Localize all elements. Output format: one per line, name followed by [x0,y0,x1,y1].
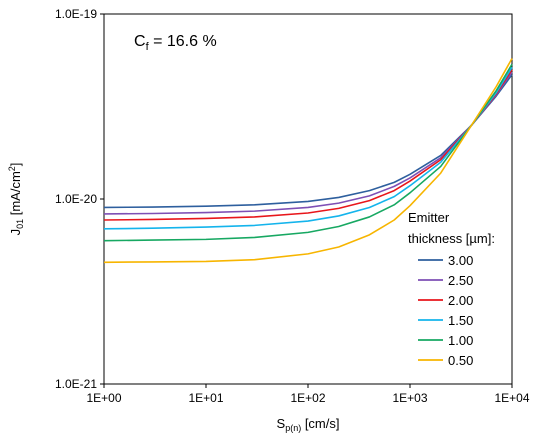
y-axis-title-sub: 01 [15,219,25,229]
x-tick-label: 1E+04 [494,391,529,405]
legend-label: 2.00 [448,293,473,308]
x-axis-title-rest: [cm/s] [301,416,339,431]
y-axis-title-rest: ] [8,163,23,167]
y-tick-label: 1.0E-21 [55,377,97,391]
x-tick-label: 1E+00 [86,391,121,405]
y-axis-title-base: J [8,229,23,236]
x-axis-title-sub: p(n) [285,423,301,433]
axis-ticks: 1E+00 1E+01 1E+02 1E+03 1E+04 1.0E-21 1.0E-20 1… [55,7,530,405]
y-axis-title: J01 [mA/cm2] [7,163,25,236]
x-axis-title-base: S [277,416,286,431]
legend-title-line1: Emitter [408,210,450,225]
y-axis-title-mid: [mA/cm [8,171,23,219]
series-line-0-50 [103,58,513,264]
x-tick-label: 1E+01 [188,391,223,405]
cf-annotation-base: C [134,33,146,50]
legend-label: 1.50 [448,313,473,328]
x-tick-label: 1E+03 [392,391,427,405]
y-tick-label: 1.0E-19 [55,7,97,21]
y-tick-label: 1.0E-20 [55,192,97,206]
legend: Emitter thickness [µm]: 3.00 2.50 2.00 1.50 1.… [408,210,495,368]
series-lines [103,58,513,264]
cf-annotation-rest: = 16.6 % [149,33,217,50]
plot-area [103,13,513,385]
legend-label: 0.50 [448,353,473,368]
legend-label: 3.00 [448,253,473,268]
y-axis-title-sup: 2 [7,166,17,171]
x-tick-label: 1E+02 [290,391,325,405]
cf-annotation-sub: f [146,41,150,53]
legend-label: 1.00 [448,333,473,348]
legend-title-line2: thickness [µm]: [408,231,495,246]
x-axis-title: Sp(n) [cm/s] [277,416,340,433]
cf-annotation: Cf = 16.6 % [134,33,217,53]
legend-label: 2.50 [448,273,473,288]
